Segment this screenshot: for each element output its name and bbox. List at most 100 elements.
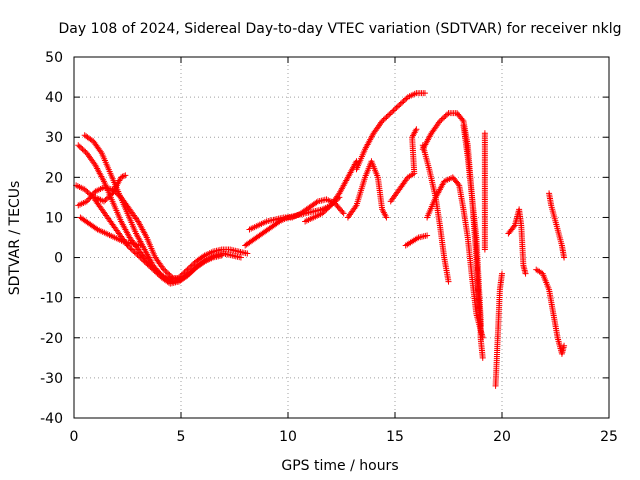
data-point xyxy=(455,181,462,188)
series-sat-i xyxy=(302,158,360,225)
grid xyxy=(74,57,609,418)
data-point xyxy=(151,267,158,274)
data-point xyxy=(133,250,140,257)
y-tick-label: 20 xyxy=(45,170,63,186)
data-point xyxy=(479,354,486,361)
data-point xyxy=(153,269,160,276)
data-point xyxy=(190,267,197,274)
data-point xyxy=(459,116,466,123)
series-sat-d xyxy=(75,184,184,283)
data-point xyxy=(180,270,187,277)
y-tick-label: 0 xyxy=(54,251,63,267)
data-point xyxy=(424,232,431,239)
data-point xyxy=(323,206,330,213)
y-tick-label: 50 xyxy=(45,50,63,66)
data-point xyxy=(148,265,155,272)
data-point xyxy=(162,267,169,274)
data-point xyxy=(237,254,244,261)
tick-labels: 0 5 10 15 20 25 -40 -30 -20 -10 0 10 20 30 40 50 xyxy=(40,50,618,445)
data-point xyxy=(127,245,134,252)
data-point xyxy=(561,254,568,261)
data-point xyxy=(154,270,161,277)
data-point xyxy=(438,116,445,123)
data-point xyxy=(165,270,172,277)
data-point xyxy=(445,278,452,285)
data-point xyxy=(379,118,386,125)
data-point xyxy=(510,223,517,230)
x-tick-label: 0 xyxy=(70,429,79,445)
data-point xyxy=(380,116,387,123)
data-point xyxy=(403,95,410,102)
x-tick-label: 15 xyxy=(386,429,404,445)
x-tick-label: 10 xyxy=(279,429,297,445)
data-point xyxy=(188,268,195,275)
data-point xyxy=(93,225,100,232)
data-point xyxy=(155,271,162,278)
series-sat-o xyxy=(424,174,486,341)
data-point xyxy=(442,112,449,119)
data-point xyxy=(218,252,225,259)
data-point xyxy=(382,115,389,122)
data-point xyxy=(75,142,82,149)
data-point xyxy=(383,214,390,221)
data-point xyxy=(499,270,505,277)
data-point xyxy=(83,187,90,194)
data-point xyxy=(147,263,154,270)
data-point xyxy=(134,251,141,258)
data-point xyxy=(387,110,394,117)
series-sat-e xyxy=(77,214,144,249)
data-point xyxy=(115,191,122,198)
data-point xyxy=(178,276,184,283)
data-point xyxy=(76,143,83,150)
data-point xyxy=(184,272,191,279)
data-point xyxy=(141,258,148,265)
data-points xyxy=(73,90,568,389)
series-sat-k xyxy=(353,90,428,173)
y-tick-label: 10 xyxy=(45,210,63,226)
x-tick-label: 20 xyxy=(493,429,511,445)
data-point xyxy=(200,253,207,260)
x-tick-label: 25 xyxy=(600,429,618,445)
data-point xyxy=(125,243,132,250)
y-tick-label: -20 xyxy=(40,331,63,347)
series-sat-v xyxy=(546,190,568,261)
series-sat-j xyxy=(344,158,390,221)
data-point xyxy=(181,269,188,276)
data-point xyxy=(81,186,88,193)
data-point xyxy=(130,247,137,254)
data-point xyxy=(145,262,152,269)
data-point xyxy=(275,219,282,226)
series-sat-f xyxy=(92,172,129,205)
data-point xyxy=(561,342,568,349)
series-sat-m xyxy=(402,232,431,249)
data-point xyxy=(100,198,107,205)
data-point xyxy=(185,265,192,272)
data-point xyxy=(393,104,400,111)
data-point xyxy=(400,98,407,105)
series-sat-p xyxy=(419,142,452,285)
data-point xyxy=(401,96,408,103)
data-point xyxy=(184,266,191,273)
y-tick-label: -30 xyxy=(40,371,63,387)
data-point xyxy=(84,189,91,196)
data-point xyxy=(444,111,451,118)
data-point xyxy=(144,261,151,268)
series-sat-l xyxy=(387,126,420,205)
y-axis-label: SDTVAR / TECUs xyxy=(7,181,23,296)
data-point xyxy=(436,118,443,125)
data-point xyxy=(137,242,144,249)
data-point xyxy=(160,266,167,273)
data-point xyxy=(319,210,326,217)
data-point xyxy=(389,108,396,115)
data-point xyxy=(120,172,127,179)
data-point xyxy=(135,253,142,260)
data-point xyxy=(339,209,346,216)
data-point xyxy=(244,250,251,257)
data-point xyxy=(392,106,398,113)
data-point xyxy=(386,111,393,118)
data-point xyxy=(322,207,329,214)
data-point xyxy=(131,249,138,256)
data-point xyxy=(324,205,331,212)
